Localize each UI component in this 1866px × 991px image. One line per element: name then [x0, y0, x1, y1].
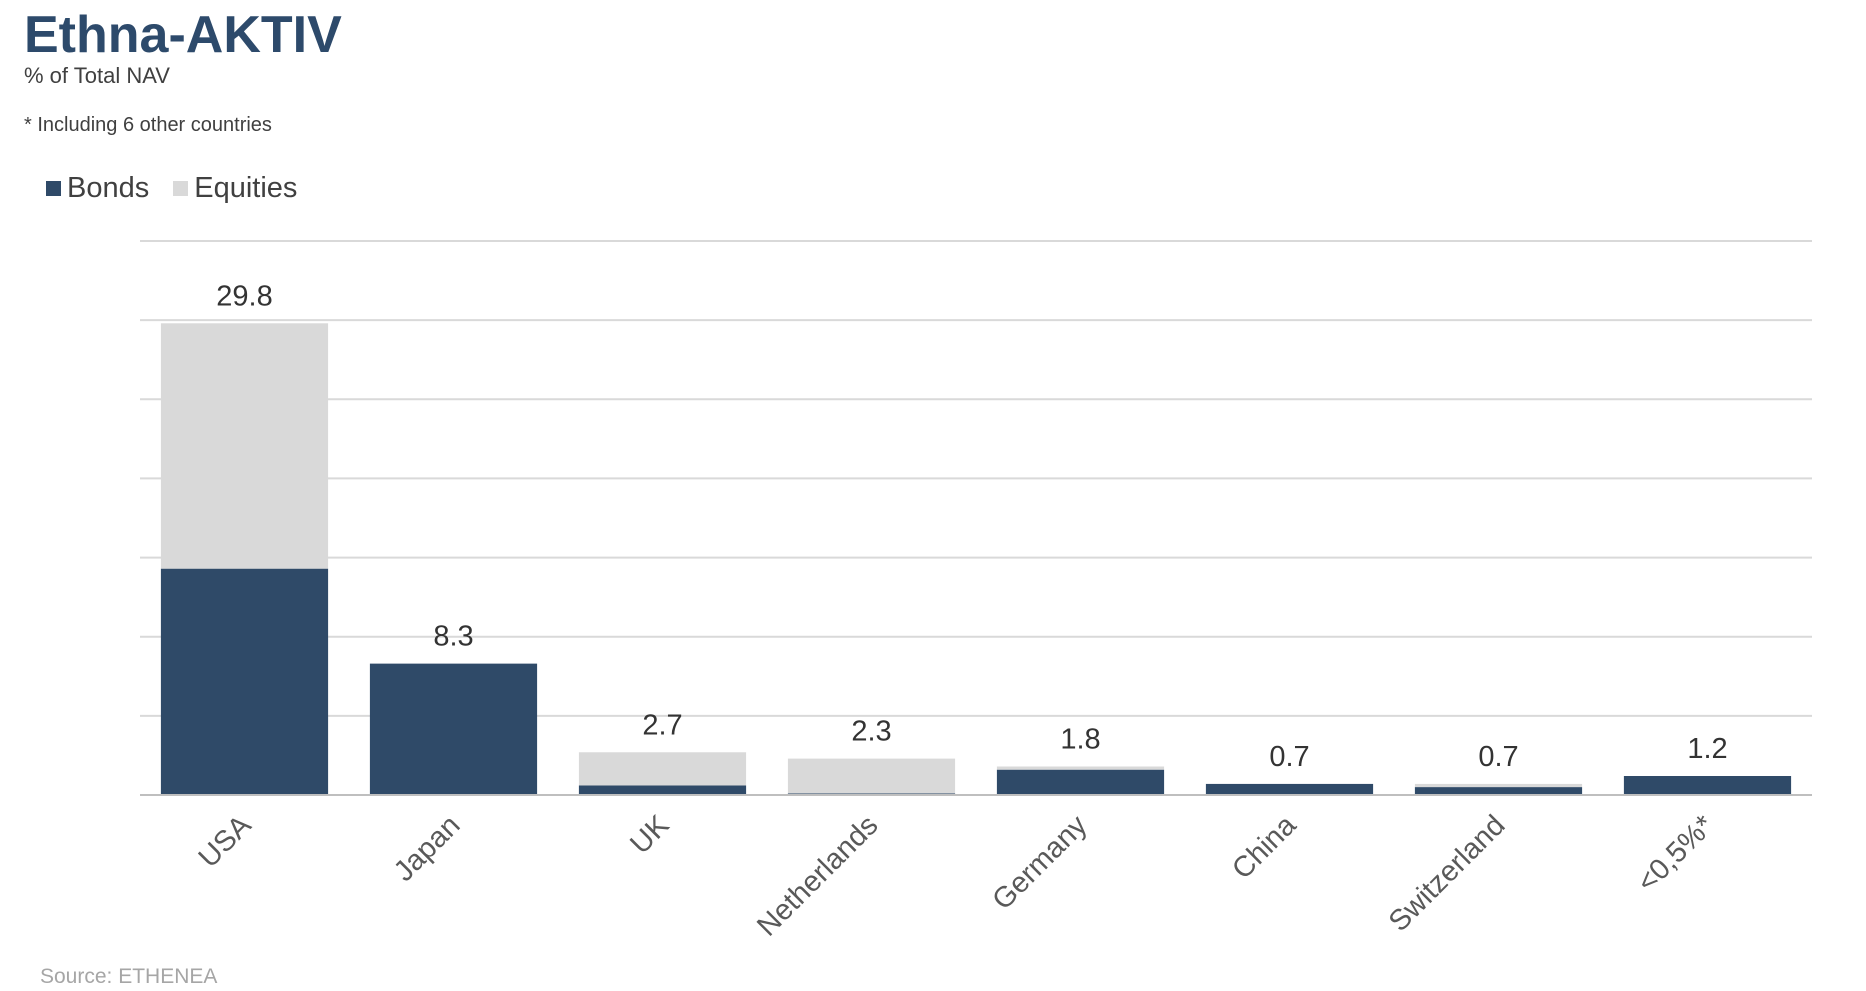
legend-label-bonds: Bonds: [67, 172, 150, 204]
x-tick-label-5: China: [1226, 809, 1303, 886]
bar-bonds-0: [160, 568, 329, 795]
legend-item-bonds: Bonds: [46, 172, 149, 205]
bar-equities-6: [1414, 783, 1583, 788]
legend-swatch-equities: [173, 181, 189, 196]
chart-footnote: * Including 6 other countries: [24, 114, 272, 136]
x-tick-label-0: USA: [193, 809, 258, 874]
chart-title: Ethna-AKTIV: [24, 6, 342, 64]
bar-bonds-5: [1205, 783, 1374, 795]
source-note: Source: ETHENEA: [40, 965, 218, 988]
chart-subtitle: % of Total NAV: [24, 63, 170, 88]
data-label-2: 2.7: [642, 709, 682, 741]
x-tick-label-7: <0,5%*: [1631, 809, 1720, 898]
x-tick-label-1: Japan: [388, 809, 466, 887]
x-tick-label-4: Germany: [986, 809, 1093, 916]
bar-equities-4: [996, 766, 1165, 770]
bar-equities-0: [160, 323, 329, 569]
bar-bonds-1: [369, 663, 538, 795]
x-tick-label-3: Netherlands: [751, 809, 884, 942]
data-label-3: 2.3: [851, 716, 891, 748]
bar-bonds-6: [1414, 787, 1583, 795]
data-label-6: 0.7: [1478, 741, 1518, 773]
bar-bonds-2: [578, 785, 747, 795]
x-tick-label-6: Switzerland: [1383, 809, 1512, 938]
data-label-4: 1.8: [1060, 724, 1100, 756]
legend-item-equities: Equities: [173, 172, 297, 205]
data-label-7: 1.2: [1687, 733, 1727, 765]
legend-swatch-bonds: [46, 181, 61, 196]
bar-equities-2: [578, 752, 747, 786]
bar-bonds-7: [1623, 776, 1792, 795]
data-label-1: 8.3: [433, 621, 473, 653]
chart-legend: Bonds Equities: [46, 172, 321, 205]
bar-bonds-4: [996, 769, 1165, 795]
bar-equities-3: [787, 758, 956, 794]
x-tick-label-2: UK: [624, 809, 676, 861]
legend-label-equities: Equities: [194, 172, 298, 204]
data-label-0: 29.8: [216, 280, 272, 312]
data-label-5: 0.7: [1269, 741, 1309, 773]
